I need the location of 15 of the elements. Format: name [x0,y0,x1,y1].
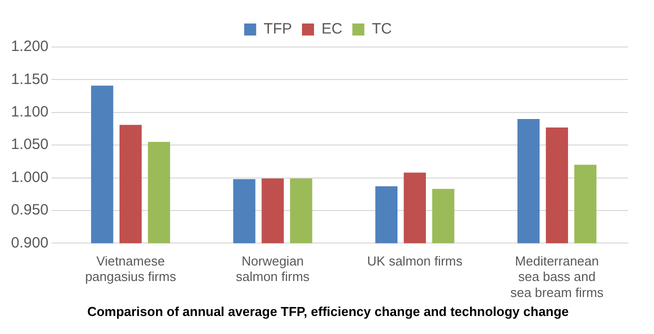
y-tick-label: 1.050 [10,136,49,154]
y-tick-label: 1.000 [10,168,49,186]
y-tick-label: 1.150 [10,70,49,88]
x-tick-label: Mediterranean sea bass and sea bream firms [510,254,604,300]
y-tick-label: 1.100 [10,104,49,121]
x-tick-label: UK salmon firms [367,254,463,269]
legend-label: EC [322,20,343,38]
x-tick-label: Norwegian salmon firms [236,254,310,284]
y-tick-label: 0.900 [10,234,49,252]
legend-label: TC [372,20,392,38]
x-tick-label: Vietnamese pangasius firms [85,254,177,284]
legend-label: TFP [264,20,292,38]
y-tick-label: 0.950 [10,202,49,219]
y-tick-label: 1.200 [10,38,49,56]
text: Comparison of annual average TFP, efficiency change and technology change [86,304,570,319]
